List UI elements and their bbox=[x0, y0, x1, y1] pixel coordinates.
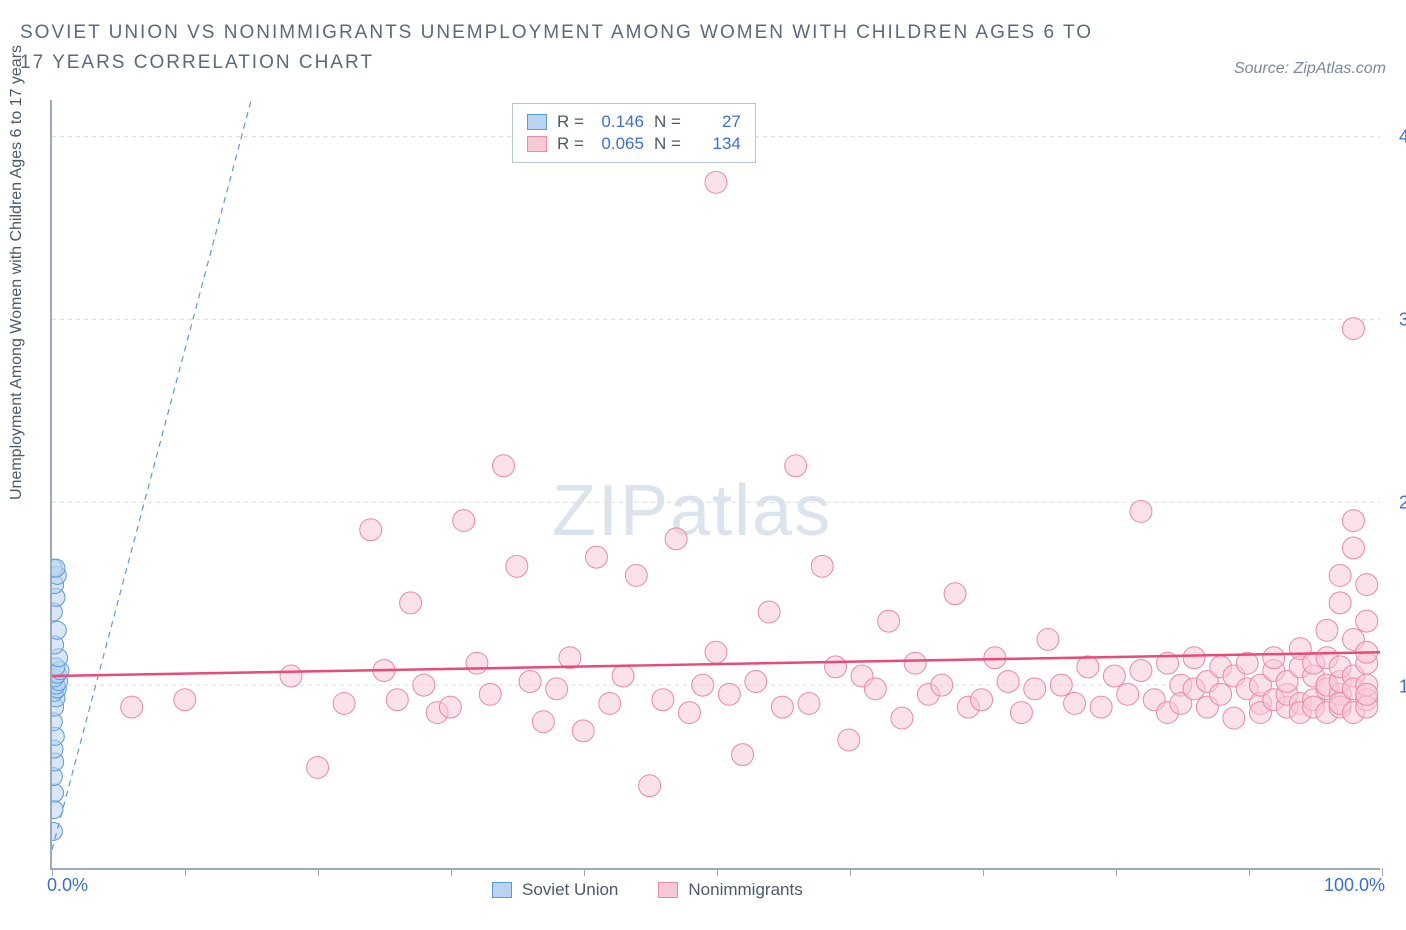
legend-item-nonimmigrants: Nonimmigrants bbox=[658, 880, 802, 900]
chart-source: Source: ZipAtlas.com bbox=[1234, 60, 1386, 78]
y-axis-label: Unemployment Among Women with Children A… bbox=[8, 45, 26, 500]
r-value-soviet: 0.146 bbox=[594, 112, 644, 132]
x-tick bbox=[451, 868, 452, 876]
y-gridline-label: 10.0% bbox=[1399, 676, 1406, 697]
x-tick bbox=[1249, 868, 1250, 876]
r-label: R = bbox=[557, 112, 584, 132]
scatter-svg bbox=[52, 100, 1380, 868]
n-label: N = bbox=[654, 112, 681, 132]
series-legend: Soviet Union Nonimmigrants bbox=[492, 880, 803, 900]
swatch-pink bbox=[658, 882, 678, 898]
x-axis-max: 100.0% bbox=[1324, 875, 1385, 896]
plot-area: ZIPatlas R = 0.146 N = 27 R = 0.065 N = … bbox=[50, 100, 1380, 870]
swatch-blue bbox=[492, 882, 512, 898]
x-tick bbox=[983, 868, 984, 876]
legend-item-soviet: Soviet Union bbox=[492, 880, 618, 900]
y-gridline-label: 30.0% bbox=[1399, 310, 1406, 331]
stats-row-nonimmigrants: R = 0.065 N = 134 bbox=[527, 134, 741, 154]
n-value-nonimmigrants: 134 bbox=[691, 134, 741, 154]
y-gridline-label: 40.0% bbox=[1399, 126, 1406, 147]
x-tick bbox=[185, 868, 186, 876]
chart-title: SOVIET UNION VS NONIMMIGRANTS UNEMPLOYME… bbox=[20, 18, 1120, 79]
swatch-pink bbox=[527, 136, 547, 152]
legend-label-nonimmigrants: Nonimmigrants bbox=[688, 880, 802, 900]
r-value-nonimmigrants: 0.065 bbox=[594, 134, 644, 154]
r-label: R = bbox=[557, 134, 584, 154]
swatch-blue bbox=[527, 114, 547, 130]
x-axis-min: 0.0% bbox=[47, 875, 88, 896]
x-tick bbox=[584, 868, 585, 876]
n-value-soviet: 27 bbox=[691, 112, 741, 132]
y-gridline-label: 20.0% bbox=[1399, 493, 1406, 514]
x-tick bbox=[717, 868, 718, 876]
stats-row-soviet: R = 0.146 N = 27 bbox=[527, 112, 741, 132]
legend-label-soviet: Soviet Union bbox=[522, 880, 618, 900]
x-tick bbox=[318, 868, 319, 876]
stats-legend: R = 0.146 N = 27 R = 0.065 N = 134 bbox=[512, 103, 756, 163]
x-tick bbox=[1116, 868, 1117, 876]
n-label: N = bbox=[654, 134, 681, 154]
x-tick bbox=[850, 868, 851, 876]
